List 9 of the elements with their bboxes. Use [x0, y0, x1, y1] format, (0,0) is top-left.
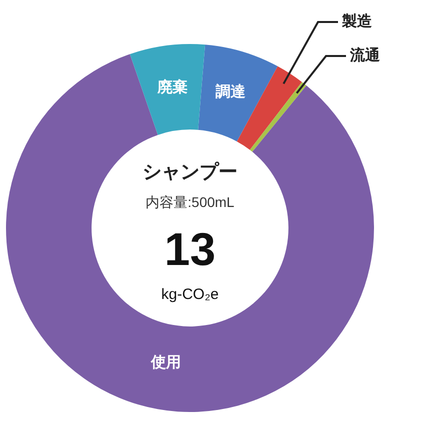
text: kg-CO₂e	[161, 286, 219, 303]
text: 内容量:500mL	[146, 194, 235, 210]
slice-label: 製造	[341, 12, 373, 30]
slice-label: 廃棄	[156, 78, 188, 96]
slice-label: 使用	[150, 354, 181, 371]
text: シャンプー	[142, 161, 238, 184]
slice-label: 調達	[215, 82, 246, 101]
slice-label: 流通	[349, 46, 381, 64]
text: 13	[164, 223, 216, 276]
